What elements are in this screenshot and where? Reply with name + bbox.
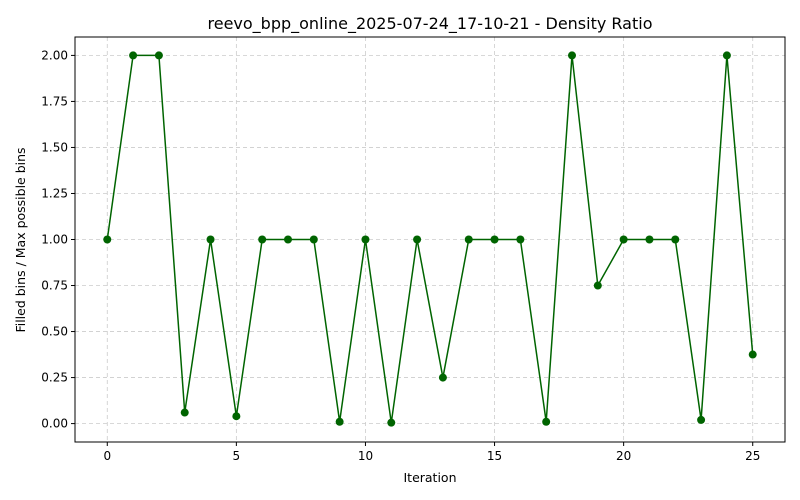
x-axis-ticks: 0 5 10 15 20 25 xyxy=(103,442,760,463)
data-point xyxy=(490,235,499,244)
y-tick-label: 0.00 xyxy=(41,417,68,431)
data-point xyxy=(103,235,112,244)
data-point xyxy=(387,418,396,427)
data-point xyxy=(516,235,525,244)
data-point xyxy=(645,235,654,244)
data-point xyxy=(309,235,318,244)
data-point xyxy=(619,235,628,244)
x-tick-label: 20 xyxy=(616,449,631,463)
y-tick-label: 2.00 xyxy=(41,48,68,62)
data-point xyxy=(335,417,344,426)
data-point xyxy=(748,350,757,359)
x-tick-label: 5 xyxy=(233,449,241,463)
data-point xyxy=(180,408,189,417)
series-layer xyxy=(103,51,757,427)
data-point xyxy=(154,51,163,60)
data-point xyxy=(593,281,602,290)
x-axis-label: Iteration xyxy=(403,470,456,485)
data-point xyxy=(722,51,731,60)
grid-layer xyxy=(75,37,785,442)
data-point xyxy=(206,235,215,244)
data-point xyxy=(258,235,267,244)
data-point xyxy=(361,235,370,244)
plot-frame xyxy=(74,36,786,443)
data-point xyxy=(413,235,422,244)
chart-title: reevo_bpp_online_2025-07-24_17-10-21 - D… xyxy=(208,14,653,34)
y-tick-label: 1.50 xyxy=(41,140,68,154)
y-tick-label: 0.50 xyxy=(41,325,68,339)
y-axis-ticks: 0.00 0.25 0.50 0.75 1.00 1.25 1.50 1.75 2.00 xyxy=(41,48,75,431)
data-point xyxy=(129,51,138,60)
series-line xyxy=(106,54,754,423)
data-point xyxy=(671,235,680,244)
data-point xyxy=(232,412,241,421)
y-axis-label: Filled bins / Max possible bins xyxy=(13,147,28,332)
data-point xyxy=(542,417,551,426)
data-point xyxy=(438,373,447,382)
x-tick-label: 25 xyxy=(745,449,760,463)
data-point xyxy=(284,235,292,244)
data-point xyxy=(464,235,473,244)
x-tick-label: 15 xyxy=(487,449,502,463)
y-tick-label: 0.25 xyxy=(41,371,68,385)
y-tick-label: 1.25 xyxy=(41,186,68,200)
x-tick-label: 10 xyxy=(358,449,373,463)
y-tick-label: 1.00 xyxy=(41,233,68,247)
y-tick-label: 1.75 xyxy=(41,94,68,108)
data-point xyxy=(568,51,576,60)
data-point xyxy=(697,415,706,424)
y-tick-label: 0.75 xyxy=(41,279,68,293)
x-tick-label: 0 xyxy=(103,449,111,463)
